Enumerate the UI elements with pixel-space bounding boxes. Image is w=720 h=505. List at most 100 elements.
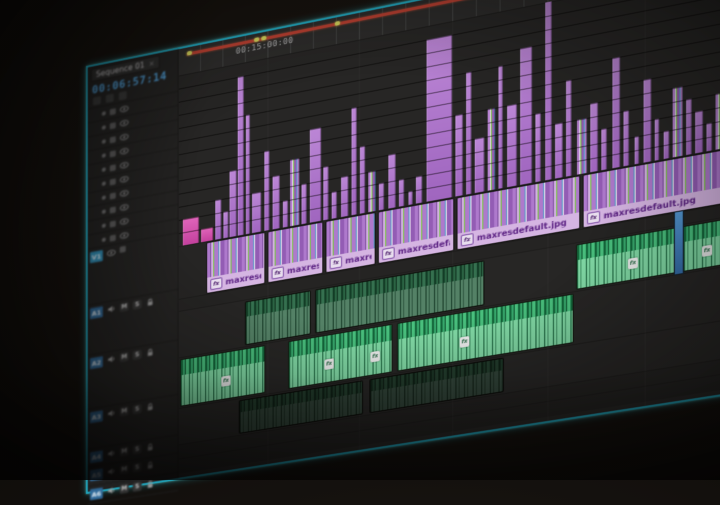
blue-audio-clip[interactable] (675, 211, 683, 274)
solo-button[interactable]: S (133, 404, 142, 415)
video-clip[interactable] (466, 72, 471, 195)
track-lock-icon[interactable] (110, 234, 116, 241)
snap-icon[interactable] (93, 96, 101, 106)
video-clip[interactable] (408, 191, 412, 205)
solo-button[interactable]: S (133, 462, 142, 472)
video-clip[interactable] (323, 166, 328, 220)
video-clip[interactable] (252, 192, 261, 233)
track-lock-icon[interactable] (110, 178, 116, 185)
eye-icon[interactable] (120, 230, 129, 241)
sync-lock-icon[interactable] (102, 181, 106, 186)
track-target-a4[interactable]: A4 (90, 450, 103, 463)
video-clip[interactable] (566, 80, 571, 177)
speaker-icon[interactable] (107, 448, 116, 458)
video-clip[interactable] (416, 176, 422, 204)
video-clip[interactable] (644, 78, 652, 162)
lock-icon[interactable] (146, 402, 155, 413)
track-lock-icon[interactable] (110, 122, 116, 129)
video-clip[interactable] (577, 118, 587, 175)
track-target-a6[interactable]: A6 (90, 487, 103, 500)
video-clip[interactable] (352, 107, 357, 215)
mute-button[interactable]: M (120, 464, 129, 474)
timeline-settings-icon[interactable] (106, 93, 114, 103)
mute-button[interactable]: M (120, 446, 129, 456)
video-clip[interactable] (388, 153, 395, 208)
fx-badge-icon[interactable]: fx (587, 211, 600, 225)
video-clip[interactable] (399, 179, 404, 207)
fx-badge-icon[interactable]: fx (382, 247, 395, 261)
video-clip[interactable] (230, 170, 237, 237)
eye-icon[interactable] (120, 174, 129, 185)
speaker-icon[interactable] (107, 354, 116, 365)
mute-button[interactable]: M (120, 302, 129, 313)
fx-badge-icon[interactable]: fx (460, 336, 470, 348)
track-lock-icon[interactable] (110, 150, 116, 157)
video-clip[interactable] (695, 110, 703, 153)
lock-icon[interactable] (146, 347, 155, 358)
fx-badge-icon[interactable]: fx (702, 245, 712, 257)
sync-lock-icon[interactable] (102, 209, 106, 214)
video-clip[interactable] (368, 171, 375, 213)
solo-button[interactable]: S (133, 444, 142, 454)
solo-button[interactable]: S (133, 350, 142, 361)
eye-icon[interactable] (120, 146, 129, 157)
close-icon[interactable]: × (149, 59, 155, 68)
video-clip[interactable] (379, 182, 384, 210)
sync-lock-icon[interactable] (102, 139, 106, 144)
video-clip[interactable] (635, 136, 639, 164)
lock-icon[interactable] (146, 479, 155, 489)
video-clip[interactable] (475, 137, 485, 193)
track-target-a2[interactable]: A2 (90, 356, 103, 369)
video-clip[interactable] (673, 86, 683, 157)
fx-badge-icon[interactable]: fx (324, 359, 333, 371)
fx-badge-icon[interactable]: fx (221, 376, 230, 388)
video-clip-maxresdefault[interactable]: fx maxresdefault.jpg (326, 213, 374, 272)
video-clip[interactable] (520, 46, 532, 185)
fx-badge-icon[interactable]: fx (210, 277, 222, 290)
solo-button[interactable]: S (133, 481, 142, 491)
sync-lock-icon[interactable] (102, 223, 106, 228)
video-clip[interactable] (238, 76, 244, 236)
solo-button[interactable]: S (133, 299, 142, 310)
sync-lock-icon[interactable] (102, 125, 106, 130)
mute-button[interactable]: M (120, 406, 129, 416)
video-clip[interactable] (612, 57, 620, 169)
video-clip[interactable] (545, 1, 552, 180)
eye-icon[interactable] (120, 118, 129, 129)
video-clip[interactable] (455, 114, 463, 197)
track-lock-icon[interactable] (110, 220, 116, 227)
speaker-icon[interactable] (107, 304, 116, 315)
video-clip[interactable] (264, 150, 269, 231)
track-target-v1[interactable]: V1 (90, 250, 103, 263)
video-clip[interactable] (341, 176, 348, 217)
speaker-icon[interactable] (107, 485, 116, 495)
sync-lock-icon[interactable] (102, 167, 106, 172)
video-clip[interactable] (686, 98, 692, 155)
eye-icon[interactable] (120, 216, 129, 227)
track-lock-icon[interactable] (110, 164, 116, 171)
eye-icon[interactable] (120, 188, 129, 199)
fx-badge-icon[interactable]: fx (370, 351, 379, 363)
video-clip[interactable] (488, 108, 496, 191)
video-clip[interactable] (360, 146, 365, 214)
mute-button[interactable]: M (120, 483, 129, 493)
fx-badge-icon[interactable]: fx (272, 266, 284, 279)
work-area-marker-dot[interactable] (335, 20, 340, 26)
track-target-a3[interactable]: A3 (90, 410, 103, 423)
sync-lock-icon[interactable] (102, 153, 106, 158)
mute-button[interactable]: M (120, 352, 129, 363)
track-target-a5[interactable]: A5 (90, 468, 103, 481)
sync-lock-icon[interactable] (102, 195, 106, 200)
fx-badge-icon[interactable]: fx (461, 233, 474, 247)
video-clip[interactable] (590, 102, 598, 172)
fx-badge-icon[interactable]: fx (330, 256, 343, 270)
video-clip[interactable] (601, 128, 607, 170)
eye-icon[interactable] (120, 160, 129, 171)
track-target-a1[interactable]: A1 (90, 306, 103, 319)
speaker-icon[interactable] (107, 466, 116, 476)
video-clip[interactable] (302, 183, 307, 224)
lock-icon[interactable] (146, 460, 155, 470)
video-clip[interactable] (716, 92, 720, 150)
video-clip[interactable] (507, 104, 517, 188)
lock-icon[interactable] (146, 297, 155, 308)
